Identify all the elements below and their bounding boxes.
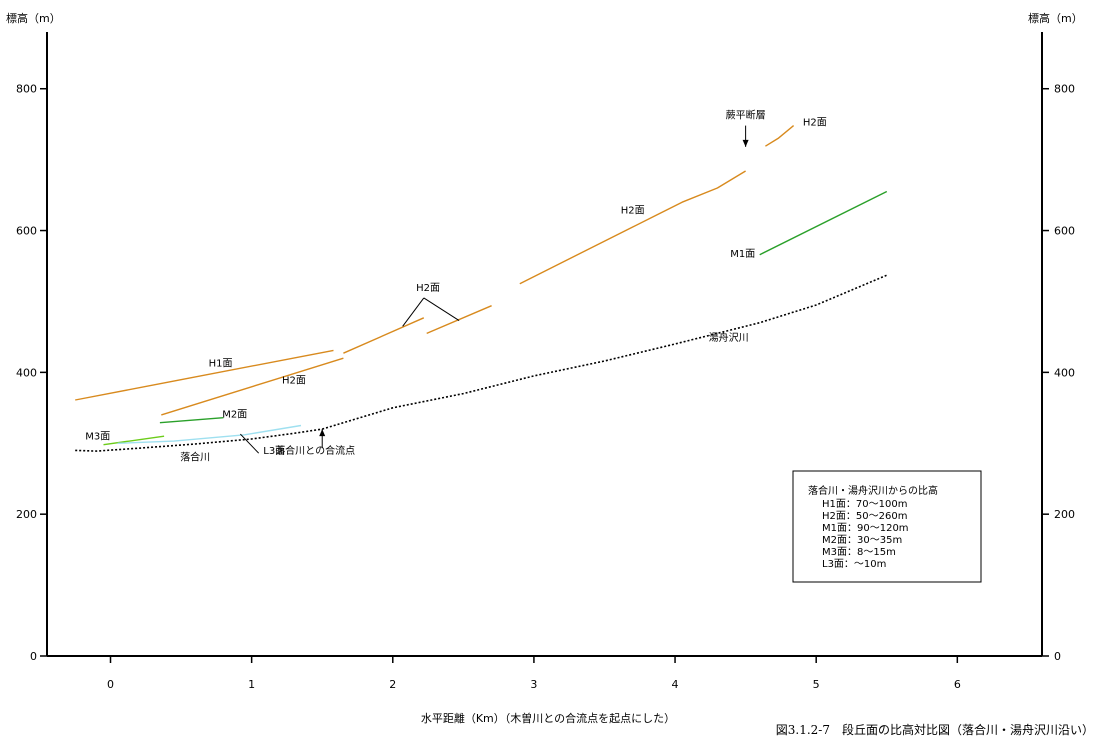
x-tick-label: 6: [954, 678, 961, 691]
annotation-label: H1面: [209, 359, 233, 370]
legend-row: M2面：30〜35m: [822, 535, 902, 546]
series-line-h2: [426, 305, 492, 335]
arrow-head: [742, 139, 749, 147]
legend-border: [792, 470, 982, 583]
annotation-label: M1面: [730, 249, 755, 260]
legend-row: L3面：〜10m: [822, 559, 886, 570]
series-line-m1: [759, 190, 888, 256]
annotation-label: H2面: [416, 283, 440, 294]
x-tick-label: 0: [107, 678, 114, 691]
series-line-river: [321, 274, 888, 430]
y-axis-title-left: 標高（m）: [6, 11, 61, 25]
y-tick-label-right: 400: [1054, 366, 1075, 379]
annotation-label: 落合川との合流点: [275, 444, 355, 457]
axes: 0 0 200 200 400 400 600 600 800 800 0 1 2 3 4 5 6: [16, 32, 1075, 691]
annotation-label: L3面: [263, 446, 285, 457]
annotation-label: M2面: [222, 410, 247, 421]
x-tick-label: 1: [248, 678, 255, 691]
y-tick-label-left: 200: [16, 508, 37, 521]
y-tick-label-left: 0: [30, 650, 37, 663]
y-tick-label-left: 600: [16, 225, 37, 238]
series-line-h2: [765, 125, 795, 147]
leader-line: [423, 297, 460, 322]
x-tick-label: 5: [813, 678, 820, 691]
arrow-head: [319, 429, 326, 437]
series-line-h2: [519, 170, 746, 285]
x-tick-label: 3: [530, 678, 537, 691]
series-line-m3: [103, 435, 165, 446]
series-line-l3: [117, 424, 302, 444]
x-tick-label: 2: [389, 678, 396, 691]
legend-row: M1面：90〜120m: [822, 523, 909, 534]
annotation-label: 落合川: [180, 450, 210, 463]
legend-row: M3面：8〜15m: [822, 547, 896, 558]
y-tick-label-right: 0: [1054, 650, 1061, 663]
y-tick-label-left: 400: [16, 366, 37, 379]
leader-line: [402, 297, 425, 327]
legend-box: 落合川・湯舟沢川からの比高 H1面：70〜100m H2面：50〜260m M1…: [792, 470, 982, 583]
series-line-h1: [75, 349, 334, 401]
annotation-label: H2面: [282, 376, 306, 387]
leader-line: [239, 433, 260, 454]
y-axis-title-right: 標高（m）: [1028, 11, 1083, 25]
annotation-layer: H1面 H2面 H2面 H2面 H2面 M1面 M2面 M3面 L3面 落合川 湯舟沢川落合川との合…: [85, 109, 826, 464]
legend-title: 落合川・湯舟沢川からの比高: [808, 484, 938, 497]
annotation-label: H2面: [803, 118, 827, 129]
annotation-label: M3面: [85, 432, 110, 443]
y-tick-label-left: 800: [16, 83, 37, 96]
x-axis-title: 水平距離（Km）（木曽川との合流点を起点にした）: [421, 711, 675, 725]
series-line-m2: [159, 417, 224, 424]
annotation-label: H2面: [621, 206, 645, 217]
series-line-h2: [343, 317, 425, 354]
series-line-h2: [161, 357, 344, 416]
y-tick-label-right: 600: [1054, 225, 1075, 238]
legend-row: H1面：70〜100m: [822, 499, 907, 510]
x-tick-label: 4: [672, 678, 679, 691]
series-line-river: [75, 428, 323, 452]
plot-area: [75, 125, 888, 454]
figure-caption: 図3.1.2-7 段丘面の比高対比図（落合川・湯舟沢川沿い）: [776, 722, 1094, 737]
annotation-label: 湯舟沢川: [709, 331, 749, 344]
y-tick-label-right: 200: [1054, 508, 1075, 521]
legend-row: H2面：50〜260m: [822, 511, 907, 522]
y-tick-label-right: 800: [1054, 83, 1075, 96]
annotation-label: 蕨平断層: [726, 109, 766, 122]
